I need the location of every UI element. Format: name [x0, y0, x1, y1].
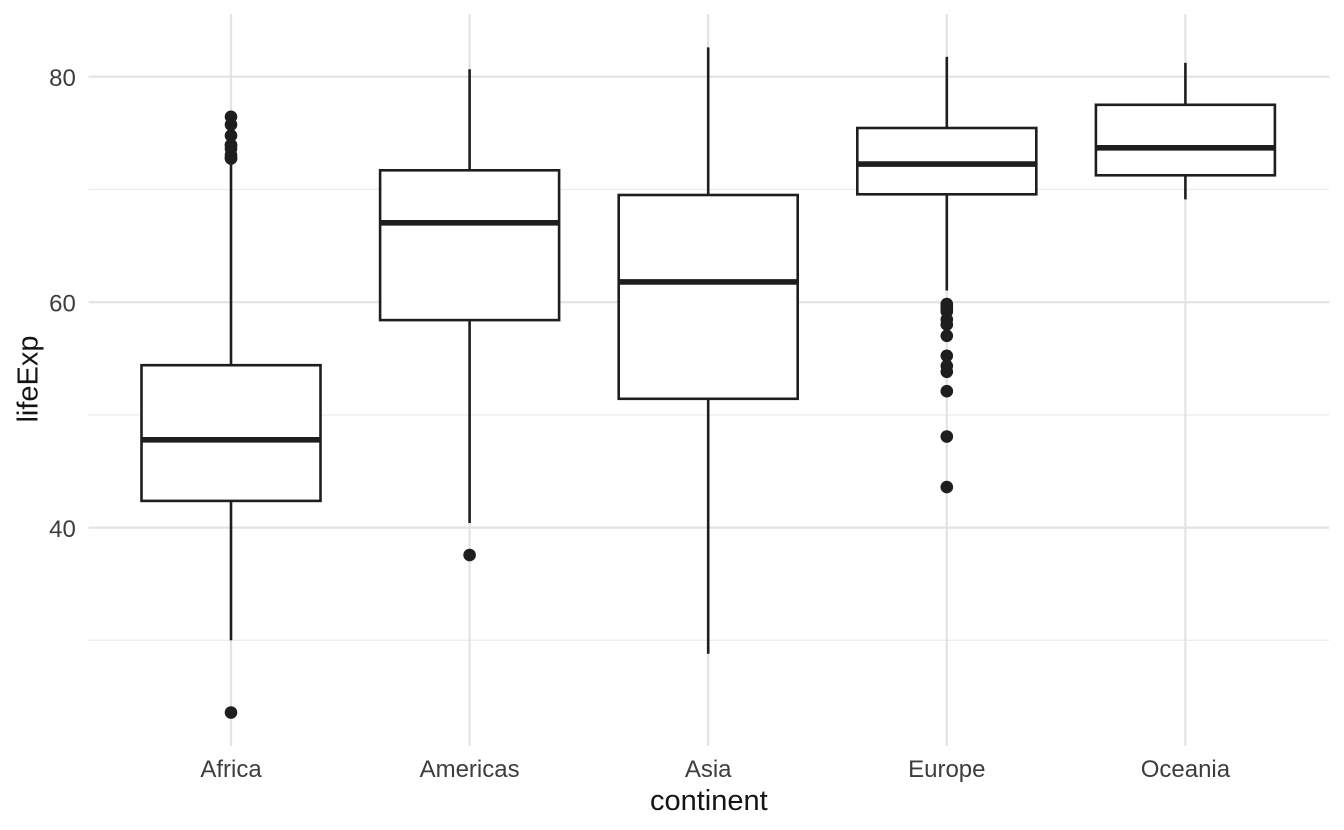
svg-text:60: 60 [49, 291, 76, 318]
svg-text:Americas: Americas [420, 756, 520, 783]
svg-text:Europe: Europe [908, 756, 985, 783]
svg-text:lifeExp: lifeExp [13, 335, 45, 422]
svg-text:40: 40 [49, 516, 76, 543]
svg-text:Oceania: Oceania [1141, 756, 1231, 783]
svg-text:Africa: Africa [200, 756, 262, 783]
svg-text:Asia: Asia [685, 756, 732, 783]
svg-text:80: 80 [49, 65, 76, 92]
svg-text:continent: continent [650, 785, 768, 817]
